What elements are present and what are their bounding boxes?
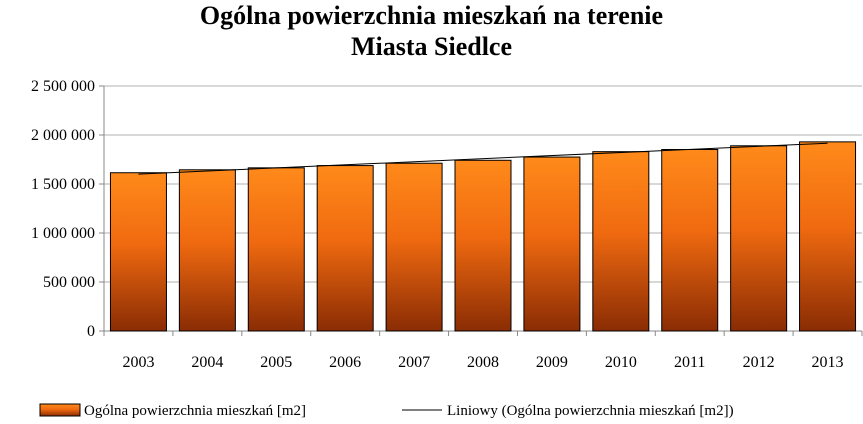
y-tick-label: 500 000 [43,274,95,291]
chart-title: Ogólna powierzchnia mieszkań na terenie … [0,0,863,62]
bar-2007 [385,162,443,332]
y-tick-label: 0 [87,323,95,340]
x-tick-label: 2013 [812,354,844,371]
y-tick-label: 1 500 000 [31,176,95,193]
x-tick-label: 2005 [260,354,292,371]
x-tick-label: 2012 [743,354,775,371]
trendline-path [138,142,828,175]
chart-title-line-2: Miasta Siedlce [350,32,513,61]
chart-title-line-1: Ogólna powierzchnia mieszkań na terenie [199,1,664,30]
y-tick-label: 2 000 000 [31,127,95,144]
bar-2009 [523,156,581,332]
trendline [138,142,828,175]
x-tick-label: 2006 [329,354,361,371]
x-tick-label: 2009 [536,354,568,371]
bar-2004 [178,169,236,332]
x-tick-labels: 2003 2004 2005 2006 2007 2008 2009 2010 2011 2012… [122,354,843,371]
x-tick-label: 2010 [605,354,637,371]
bar-2008 [454,159,512,332]
bars [109,141,857,332]
bar-2005 [247,167,305,332]
bar-2012 [730,145,788,332]
legend-label-trendline: Liniowy (Ogólna powierzchnia mieszkań [m… [447,403,734,419]
bar-2013 [799,141,857,332]
legend-swatch-bars [39,403,81,417]
x-tick-label: 2011 [674,354,705,371]
y-tick-label: 2 500 000 [31,78,95,95]
bar-2010 [592,151,650,332]
x-tick-label: 2004 [191,354,223,371]
bar-2003 [109,172,167,332]
bar-2006 [316,165,374,332]
y-tick-label: 1 000 000 [31,225,95,242]
legend-label-series: Ogólna powierzchnia mieszkań [m2] [84,403,306,419]
y-tick-labels: 0 500 000 1 000 000 1 500 000 2 000 000 2 500… [31,78,95,340]
legend: Ogólna powierzchnia mieszkań [m2] Liniow… [39,403,734,419]
x-tick-label: 2008 [467,354,499,371]
x-tick-label: 2003 [122,354,154,371]
x-tick-label: 2007 [398,354,430,371]
bar-2011 [661,149,719,332]
